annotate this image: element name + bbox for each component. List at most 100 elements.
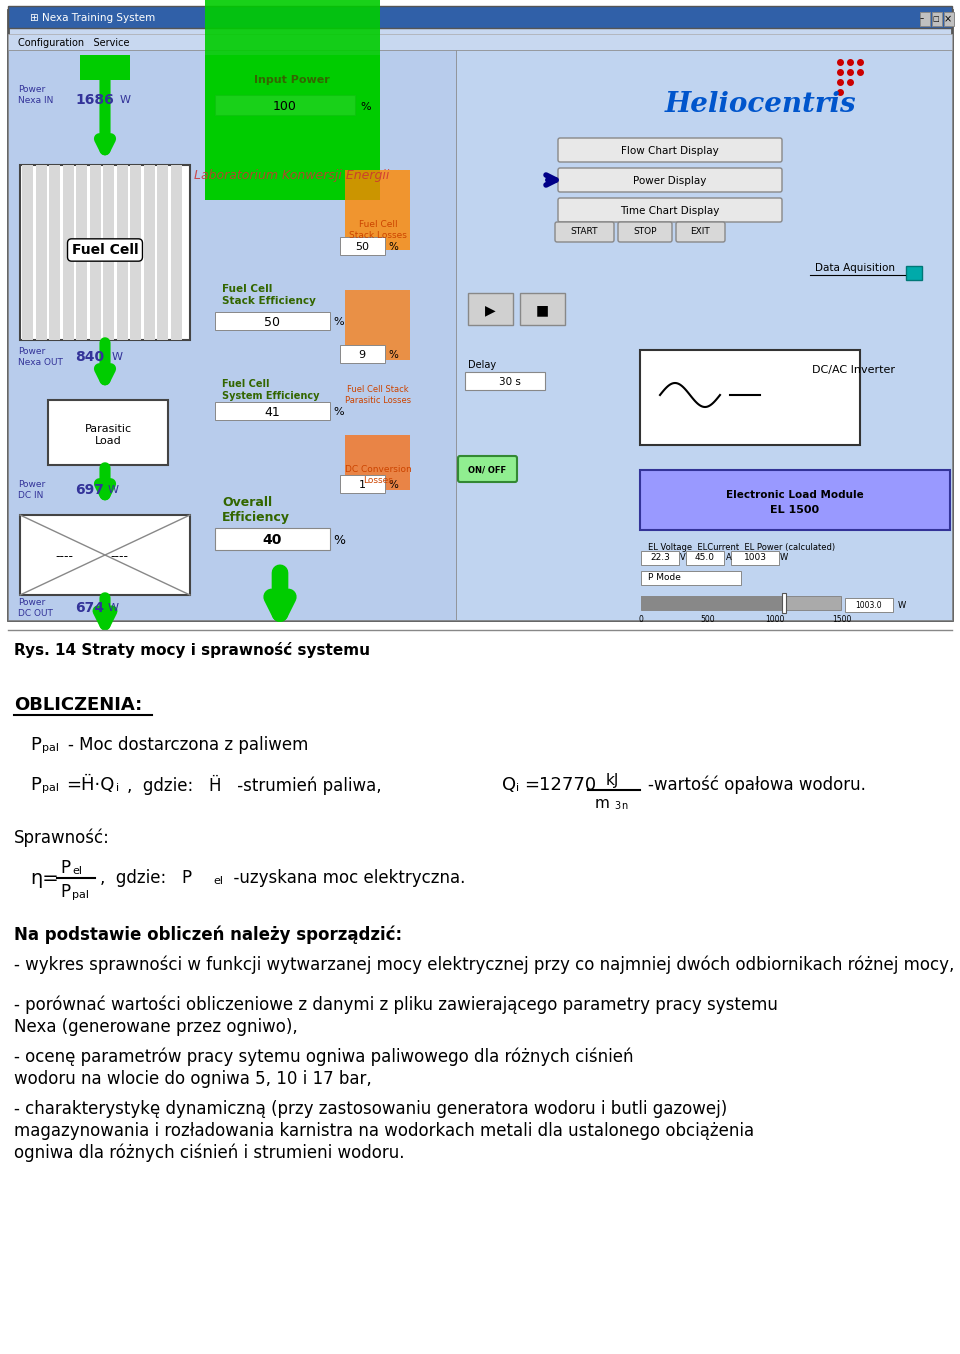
Bar xyxy=(340,345,385,363)
Text: - ocenę parametrów pracy sytemu ogniwa paliwowego dla różnych ciśnień: - ocenę parametrów pracy sytemu ogniwa p… xyxy=(14,1048,634,1066)
Text: =Ḧ·Q: =Ḧ·Q xyxy=(66,776,114,793)
Text: ⊞ Nexa Training System: ⊞ Nexa Training System xyxy=(30,14,156,23)
Text: P: P xyxy=(30,737,41,754)
Text: Heliocentris: Heliocentris xyxy=(664,92,855,119)
FancyBboxPatch shape xyxy=(558,138,782,162)
Text: 697: 697 xyxy=(75,483,104,497)
Text: el: el xyxy=(72,867,82,876)
Text: m: m xyxy=(594,796,610,811)
Bar xyxy=(731,551,779,565)
Text: 40: 40 xyxy=(262,533,281,547)
Text: W: W xyxy=(120,95,131,106)
Bar xyxy=(215,311,330,330)
Bar xyxy=(345,171,410,250)
Text: n: n xyxy=(621,802,627,811)
Text: □: □ xyxy=(932,16,939,22)
Bar xyxy=(782,593,786,613)
Text: Nexa (generowane przez ogniwo),: Nexa (generowane przez ogniwo), xyxy=(14,1018,298,1036)
Bar xyxy=(468,292,513,325)
Text: Time Chart Display: Time Chart Display xyxy=(620,206,720,217)
Text: 50: 50 xyxy=(264,315,280,329)
Text: EXIT: EXIT xyxy=(690,227,709,237)
Bar xyxy=(22,165,33,340)
Bar xyxy=(520,292,565,325)
Text: ,  gdzie:   Ḧ   -strumień paliwa,: , gdzie: Ḧ -strumień paliwa, xyxy=(127,774,382,795)
Text: -wartość opałowa wodoru.: -wartość opałowa wodoru. xyxy=(648,776,866,795)
Text: 1500: 1500 xyxy=(832,615,852,624)
Text: W: W xyxy=(108,485,119,496)
Bar xyxy=(641,571,741,585)
Bar xyxy=(340,237,385,255)
Text: ■: ■ xyxy=(536,303,548,317)
Bar xyxy=(8,34,952,50)
Bar xyxy=(80,56,130,80)
Text: - porównać wartości obliczeniowe z danymi z pliku zawierającego parametry pracy : - porównać wartości obliczeniowe z danym… xyxy=(14,995,778,1014)
Bar xyxy=(62,165,74,340)
FancyBboxPatch shape xyxy=(618,222,672,242)
Text: P Mode: P Mode xyxy=(648,574,681,582)
Text: Fuel Cell
System Efficiency: Fuel Cell System Efficiency xyxy=(222,379,320,401)
Bar xyxy=(157,165,168,340)
Text: Input Power: Input Power xyxy=(254,74,330,85)
Text: Fuel Cell
Stack Efficiency: Fuel Cell Stack Efficiency xyxy=(222,284,316,306)
Text: =12770: =12770 xyxy=(524,776,596,793)
FancyArrowPatch shape xyxy=(100,467,110,494)
Bar xyxy=(20,165,190,340)
Text: wodoru na wlocie do ogniwa 5, 10 i 17 bar,: wodoru na wlocie do ogniwa 5, 10 i 17 ba… xyxy=(14,1070,372,1089)
Text: P: P xyxy=(30,776,41,793)
Text: –: – xyxy=(920,15,924,23)
Bar xyxy=(920,12,930,26)
Text: ×: × xyxy=(944,14,952,24)
Text: DC/AC Inverter: DC/AC Inverter xyxy=(812,366,895,375)
Text: Power
DC OUT: Power DC OUT xyxy=(18,598,53,617)
Text: i: i xyxy=(116,783,119,793)
Text: Parasitic
Load: Parasitic Load xyxy=(84,424,132,447)
Text: 1000: 1000 xyxy=(765,615,784,624)
Bar xyxy=(205,0,380,200)
Bar xyxy=(215,402,330,420)
Text: Data Aquisition: Data Aquisition xyxy=(815,263,895,274)
Bar xyxy=(340,475,385,493)
Text: A: A xyxy=(726,554,732,562)
FancyBboxPatch shape xyxy=(558,198,782,222)
Text: - charakterystykę dynamiczną (przy zastosowaniu generatora wodoru i butli gazowe: - charakterystykę dynamiczną (przy zasto… xyxy=(14,1099,728,1118)
Text: 30 s: 30 s xyxy=(499,376,521,387)
Text: W: W xyxy=(898,601,906,609)
FancyBboxPatch shape xyxy=(555,222,614,242)
Text: %: % xyxy=(388,349,397,360)
Text: Na podstawie obliczeń należy sporządzić:: Na podstawie obliczeń należy sporządzić: xyxy=(14,926,402,944)
Text: Power
Nexa IN: Power Nexa IN xyxy=(18,85,54,106)
Text: START: START xyxy=(570,227,598,237)
Bar xyxy=(171,165,181,340)
Bar xyxy=(215,528,330,550)
Bar xyxy=(640,349,860,445)
Text: Sprawność:: Sprawność: xyxy=(14,829,109,848)
Text: ----: ---- xyxy=(110,550,128,563)
Text: ▶: ▶ xyxy=(485,303,495,317)
Text: el: el xyxy=(213,876,223,886)
FancyArrowPatch shape xyxy=(100,68,110,150)
Text: ogniwa dla różnych ciśnień i strumieni wodoru.: ogniwa dla różnych ciśnień i strumieni w… xyxy=(14,1144,404,1162)
FancyBboxPatch shape xyxy=(458,456,517,482)
Bar xyxy=(8,50,456,620)
Text: 0: 0 xyxy=(638,615,643,624)
Bar xyxy=(686,551,724,565)
Text: 45.0: 45.0 xyxy=(695,554,715,562)
Bar xyxy=(205,56,380,200)
Bar xyxy=(36,165,46,340)
FancyArrowPatch shape xyxy=(98,597,112,624)
Text: 674: 674 xyxy=(75,601,104,615)
Text: 50: 50 xyxy=(355,242,369,252)
Bar xyxy=(48,399,168,464)
Bar xyxy=(906,265,922,280)
Text: pal: pal xyxy=(42,783,59,793)
Bar xyxy=(143,165,155,340)
Text: 500: 500 xyxy=(701,615,715,624)
Text: ON/ OFF: ON/ OFF xyxy=(468,466,506,474)
FancyArrowPatch shape xyxy=(272,573,288,613)
Text: 1003: 1003 xyxy=(743,554,766,562)
Text: Power
DC IN: Power DC IN xyxy=(18,479,45,500)
Text: pal: pal xyxy=(72,890,89,900)
Bar xyxy=(20,515,190,594)
Bar xyxy=(944,12,954,26)
